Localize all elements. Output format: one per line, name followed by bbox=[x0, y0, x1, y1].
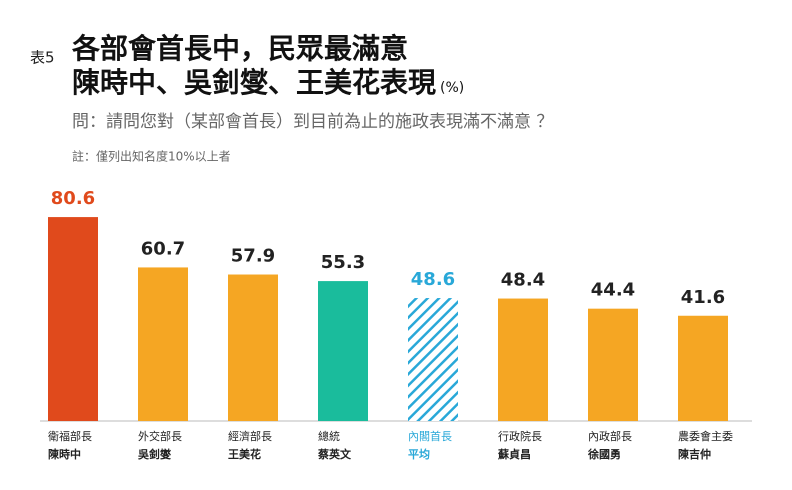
category-title: 農委會主委 bbox=[678, 429, 733, 443]
category-title: 經濟部長 bbox=[228, 429, 272, 443]
note: 註：僅列出知名度10%以上者 bbox=[72, 149, 231, 164]
bar bbox=[408, 298, 458, 421]
category-name: 王美花 bbox=[228, 447, 261, 461]
category-name: 陳吉仲 bbox=[678, 447, 711, 461]
bar bbox=[588, 308, 638, 421]
bar bbox=[48, 217, 98, 421]
category-name: 蘇貞昌 bbox=[497, 447, 531, 461]
category-title: 內閣首長 bbox=[408, 429, 452, 443]
bar bbox=[228, 274, 278, 421]
value-label: 48.4 bbox=[501, 270, 545, 291]
value-label: 55.3 bbox=[321, 252, 365, 273]
category-title: 衛福部長 bbox=[48, 429, 92, 443]
category-title: 內政部長 bbox=[588, 429, 632, 443]
bar bbox=[138, 267, 188, 421]
value-label: 44.4 bbox=[591, 280, 635, 301]
category-name: 吳釗燮 bbox=[137, 447, 171, 461]
category-title: 總統 bbox=[318, 429, 340, 443]
unit: (%) bbox=[440, 80, 464, 96]
category-name: 平均 bbox=[408, 447, 430, 461]
title-line: 各部會首長中，民眾最滿意 bbox=[71, 32, 408, 65]
category-title: 行政院長 bbox=[498, 429, 542, 443]
subtitle: 問：請問您對（某部會首長）到目前為止的施政表現滿不滿意 ？ bbox=[72, 112, 553, 132]
category-title: 外交部長 bbox=[138, 429, 182, 443]
bar bbox=[318, 281, 368, 421]
value-label: 41.6 bbox=[681, 287, 725, 308]
table-label: 表5 bbox=[30, 49, 55, 67]
category-name: 徐國勇 bbox=[587, 447, 621, 461]
category-name: 蔡英文 bbox=[317, 447, 352, 461]
value-label: 48.6 bbox=[411, 269, 455, 290]
value-label: 60.7 bbox=[141, 238, 185, 259]
value-label: 57.9 bbox=[231, 246, 275, 267]
title-line: 陳時中、吳釗燮、王美花表現 bbox=[72, 66, 436, 99]
category-name: 陳時中 bbox=[48, 447, 81, 461]
bar bbox=[678, 315, 728, 421]
bar bbox=[498, 298, 548, 421]
value-label: 80.6 bbox=[51, 188, 95, 209]
